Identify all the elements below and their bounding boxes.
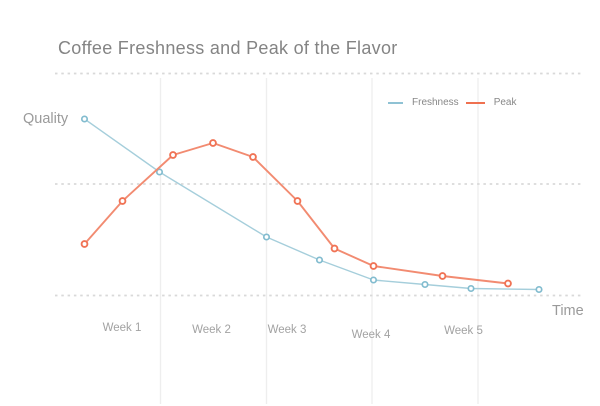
freshness-data-point xyxy=(369,276,378,284)
freshness-line xyxy=(83,118,540,291)
chart-title: Coffee Freshness and Peak of the Flavor xyxy=(58,38,398,58)
peak-data-point xyxy=(330,244,339,253)
freshness-data-point xyxy=(262,233,271,241)
legend: Freshness Peak xyxy=(388,97,516,108)
peak-data-point xyxy=(293,197,302,205)
x-tick-week-5: Week 5 xyxy=(444,325,483,337)
peak-data-point xyxy=(169,151,177,159)
peak-data-point xyxy=(80,240,89,248)
freshness-swatch-line xyxy=(388,101,403,104)
legend-label: Freshness xyxy=(412,97,459,108)
x-tick-week-1: Week 1 xyxy=(102,322,142,334)
peak-data-point xyxy=(249,153,257,161)
peak-line xyxy=(83,142,509,285)
freshness-data-point xyxy=(467,284,475,293)
legend-item-peak[interactable]: Peak xyxy=(465,97,517,108)
freshness-data-point xyxy=(155,168,164,176)
peak-swatch-line xyxy=(465,101,485,104)
x-axis-label: Time xyxy=(552,303,584,319)
peak-data-point xyxy=(504,279,512,288)
legend-item-freshness[interactable]: Freshness xyxy=(388,97,459,108)
freshness-data-point xyxy=(80,115,89,123)
freshness-data-point xyxy=(535,285,543,294)
peak-data-point xyxy=(438,272,447,280)
freshness-data-point xyxy=(421,280,429,289)
legend-label: Peak xyxy=(493,97,517,108)
peak-data-point xyxy=(209,139,217,147)
freshness-data-point xyxy=(315,256,324,264)
y-axis-label: Quality xyxy=(23,111,69,127)
x-tick-week-2: Week 2 xyxy=(192,324,231,336)
peak-data-point xyxy=(118,197,127,205)
x-tick-week-4: Week 4 xyxy=(351,329,391,341)
peak-data-point xyxy=(369,262,378,270)
x-tick-week-3: Week 3 xyxy=(267,324,307,336)
